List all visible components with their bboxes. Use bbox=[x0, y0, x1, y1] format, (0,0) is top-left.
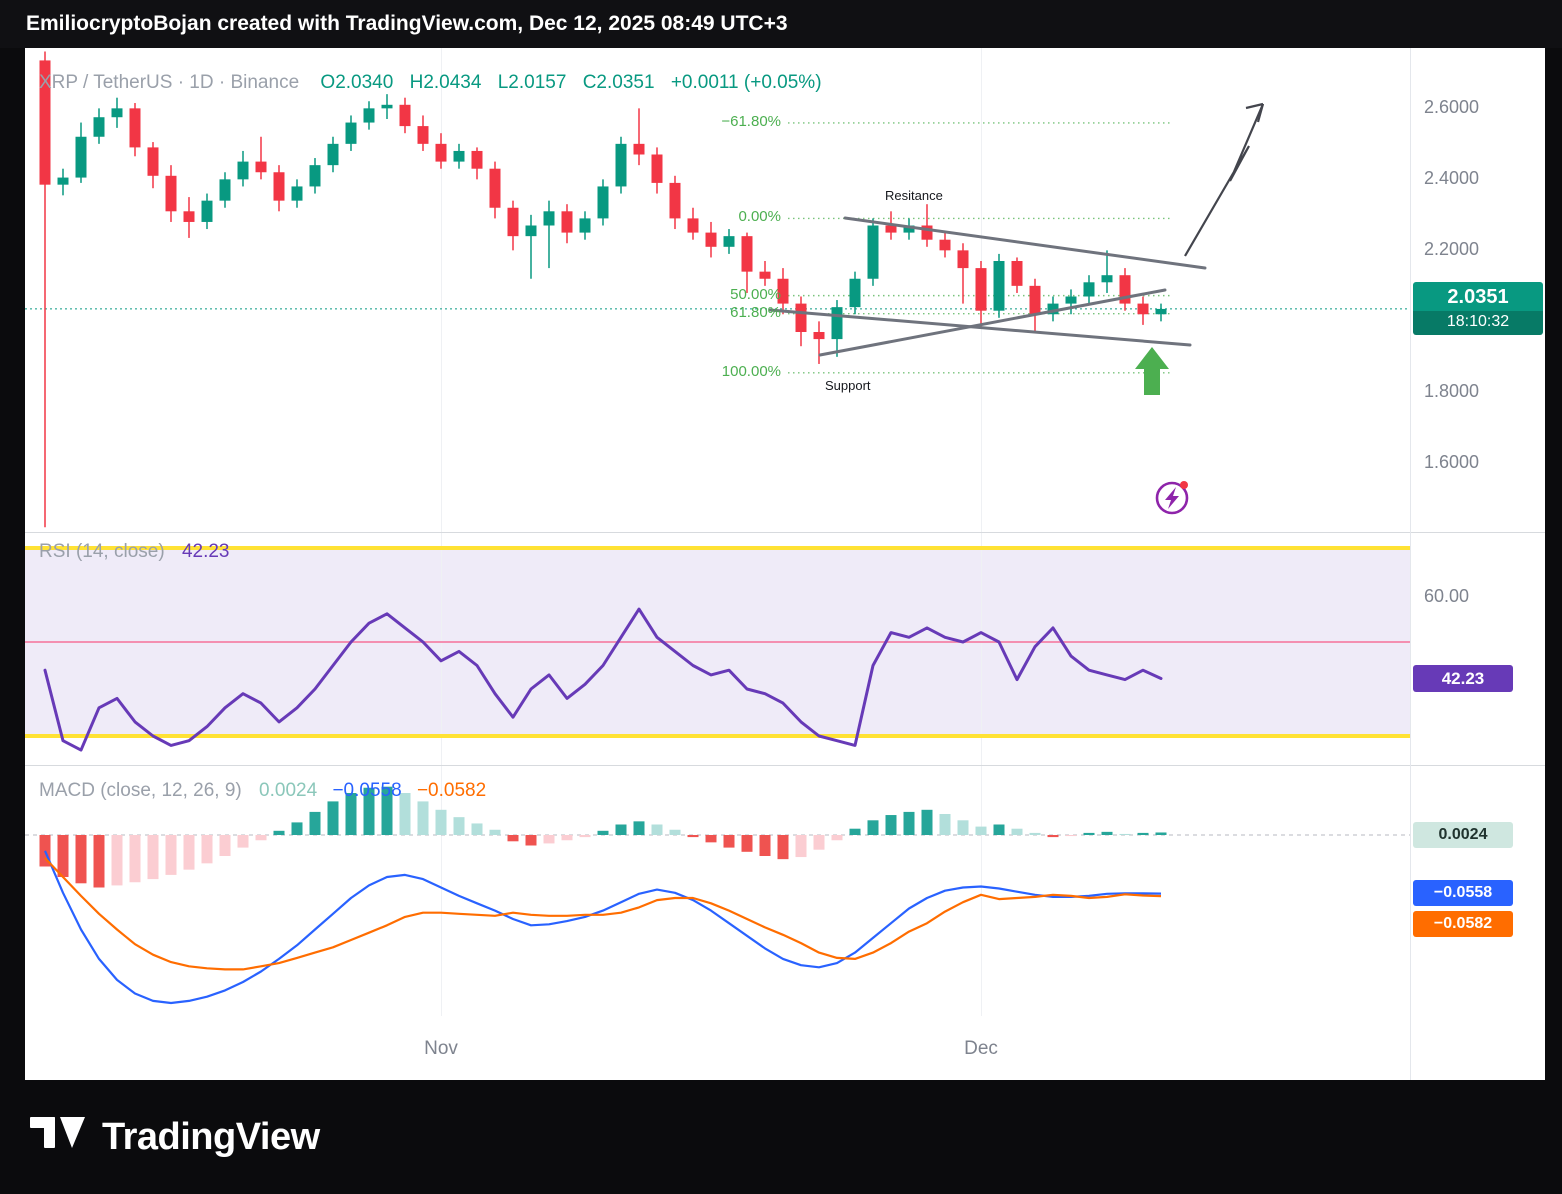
candlestick-series bbox=[39, 51, 1167, 528]
current-price: 2.0351 bbox=[1413, 282, 1543, 311]
fib-level-label[interactable]: −61.80% bbox=[721, 112, 781, 130]
symbol-title[interactable]: XRP / TetherUS · 1D · Binance bbox=[39, 72, 300, 93]
rsi-pane: RSI (14, close) 42.23 60.00 42.23 bbox=[25, 533, 1545, 765]
rsi-axis-label: 60.00 bbox=[1424, 586, 1470, 606]
breakout-arrow-annotation[interactable] bbox=[1184, 102, 1265, 257]
ohlc-low: L2.0157 bbox=[497, 72, 567, 93]
ohlc-open: O2.0340 bbox=[320, 72, 394, 93]
rsi-legend: RSI (14, close) 42.23 bbox=[39, 541, 229, 563]
header-bar: EmiliocryptoBojan created with TradingVi… bbox=[0, 0, 1562, 48]
macd-plot[interactable]: MACD (close, 12, 26, 9) 0.0024 −0.0558 −… bbox=[25, 766, 1410, 1080]
fib-level-label[interactable]: 100.00% bbox=[721, 362, 781, 380]
price-axis-label: 2.2000 bbox=[1424, 239, 1480, 260]
price-pane: XRP / TetherUS · 1D · Binance O2.0340 H2… bbox=[25, 48, 1545, 532]
macd-histogram bbox=[39, 786, 1167, 888]
price-plot[interactable]: XRP / TetherUS · 1D · Binance O2.0340 H2… bbox=[25, 48, 1410, 532]
macd-axis[interactable]: 0.0024 −0.0558 −0.0582 bbox=[1411, 766, 1545, 1080]
time-axis-label: Nov bbox=[424, 1038, 458, 1059]
macd-hist-value: 0.0024 bbox=[259, 780, 318, 801]
flash-icon[interactable] bbox=[1155, 481, 1189, 515]
current-price-badge: 2.0351 18:10:32 bbox=[1413, 282, 1543, 335]
price-axis-label: 1.8000 bbox=[1424, 381, 1480, 402]
price-chart-svg bbox=[25, 48, 1410, 532]
fib-level-label[interactable]: 50.00% bbox=[730, 285, 781, 303]
resistance-label[interactable]: Resitance bbox=[885, 188, 943, 203]
rsi-line bbox=[43, 607, 1163, 752]
macd-hist-badge: 0.0024 bbox=[1413, 822, 1513, 848]
footer-bar: TradingView bbox=[0, 1080, 1562, 1194]
pane-separator[interactable] bbox=[25, 532, 1545, 533]
macd-pane: MACD (close, 12, 26, 9) 0.0024 −0.0558 −… bbox=[25, 766, 1545, 1080]
header-text: EmiliocryptoBojan created with TradingVi… bbox=[26, 12, 788, 35]
axis-separator bbox=[1410, 48, 1411, 1080]
rsi-plot[interactable]: RSI (14, close) 42.23 bbox=[25, 533, 1410, 765]
rsi-title[interactable]: RSI (14, close) bbox=[39, 541, 165, 562]
time-axis-label: Dec bbox=[964, 1038, 998, 1059]
chart-container: XRP / TetherUS · 1D · Binance O2.0340 H2… bbox=[25, 48, 1545, 1080]
macd-signal-badge: −0.0582 bbox=[1413, 911, 1513, 937]
rsi-value: 42.23 bbox=[181, 541, 230, 562]
macd-legend: MACD (close, 12, 26, 9) 0.0024 −0.0558 −… bbox=[39, 780, 486, 802]
rsi-chart-svg bbox=[25, 533, 1410, 765]
rsi-axis[interactable]: 60.00 42.23 bbox=[1411, 533, 1545, 765]
tradingview-logo-icon[interactable] bbox=[30, 1114, 86, 1160]
price-axis-label: 1.6000 bbox=[1424, 452, 1480, 473]
fib-level-label[interactable]: 0.00% bbox=[738, 208, 781, 226]
macd-signal-line bbox=[44, 857, 1162, 971]
macd-line-badge: −0.0558 bbox=[1413, 880, 1513, 906]
ohlc-close: C2.0351 bbox=[582, 72, 655, 93]
macd-line-value: −0.0558 bbox=[332, 780, 402, 801]
macd-line bbox=[43, 850, 1162, 1005]
price-axis-label: 2.4000 bbox=[1424, 168, 1480, 189]
symbol-legend: XRP / TetherUS · 1D · Binance O2.0340 H2… bbox=[39, 72, 833, 94]
rsi-value-badge: 42.23 bbox=[1413, 665, 1513, 692]
fib-level-label[interactable]: 61.80% bbox=[730, 303, 781, 321]
macd-signal-value: −0.0582 bbox=[416, 780, 487, 801]
tradingview-logo-text[interactable]: TradingView bbox=[102, 1115, 320, 1158]
bar-countdown: 18:10:32 bbox=[1413, 311, 1543, 335]
price-axis-label: 2.6000 bbox=[1424, 97, 1480, 118]
price-axis[interactable]: 2.0351 18:10:32 2.6000 2.4000 2.2000 1.8000… bbox=[1411, 48, 1545, 532]
ohlc-change: +0.0011 (+0.05%) bbox=[670, 72, 822, 93]
macd-chart-svg bbox=[25, 766, 1410, 1016]
support-label[interactable]: Support bbox=[825, 378, 871, 393]
rising-trendline[interactable] bbox=[818, 288, 1167, 357]
pane-separator[interactable] bbox=[25, 765, 1545, 766]
resistance-trendline[interactable] bbox=[843, 216, 1207, 270]
macd-title[interactable]: MACD (close, 12, 26, 9) bbox=[39, 780, 242, 801]
up-arrow-annotation[interactable] bbox=[1135, 347, 1169, 395]
support-trendline[interactable] bbox=[768, 308, 1192, 347]
ohlc-high: H2.0434 bbox=[409, 72, 482, 93]
